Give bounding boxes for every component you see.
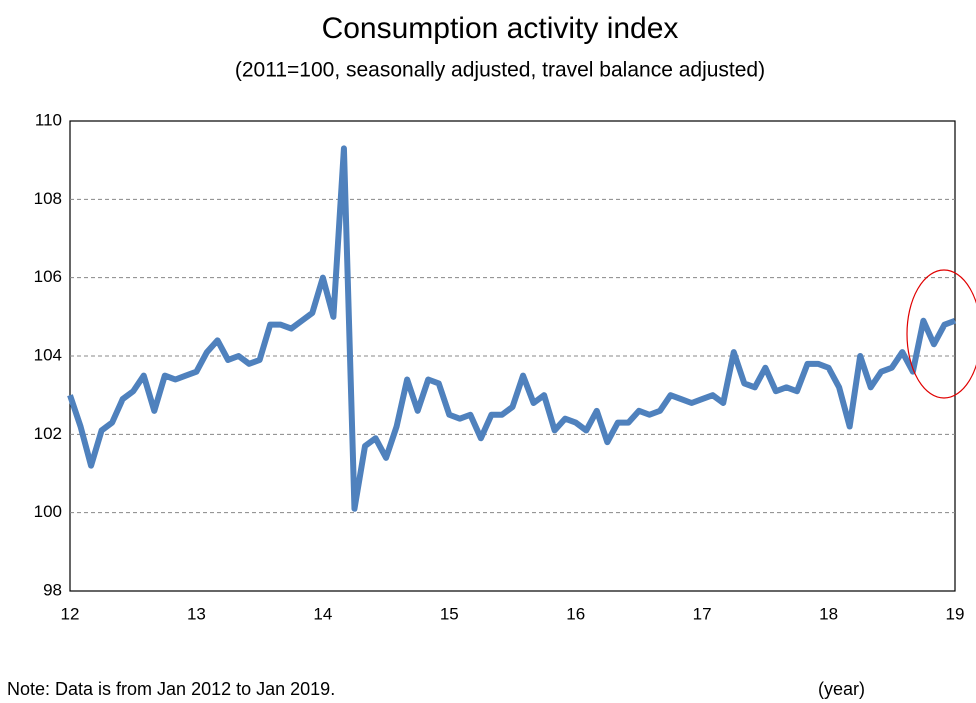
x-tick-label: 16 bbox=[566, 604, 585, 623]
x-tick-label: 12 bbox=[61, 604, 80, 623]
y-tick-label: 110 bbox=[35, 110, 62, 129]
x-tick-label: 17 bbox=[693, 604, 712, 623]
x-tick-label: 18 bbox=[819, 604, 838, 623]
y-tick-label: 106 bbox=[34, 267, 62, 286]
data-line bbox=[67, 145, 957, 512]
y-tick-label: 98 bbox=[43, 580, 62, 599]
chart-subtitle: (2011=100, seasonally adjusted, travel b… bbox=[235, 59, 765, 82]
y-tick-label: 108 bbox=[34, 189, 62, 208]
y-tick-label: 104 bbox=[34, 345, 62, 364]
x-tick-label: 19 bbox=[946, 604, 965, 623]
x-unit-label: (year) bbox=[818, 679, 865, 699]
highlight-ellipse bbox=[906, 269, 976, 399]
x-tick-label: 14 bbox=[313, 604, 332, 623]
chart-title: Consumption activity index bbox=[322, 12, 679, 45]
y-tick-label: 102 bbox=[34, 424, 62, 443]
x-tick-label: 15 bbox=[440, 604, 459, 623]
y-tick-label: 100 bbox=[34, 502, 62, 521]
note: Note: Data is from Jan 2012 to Jan 2019. bbox=[7, 679, 335, 699]
x-tick-label: 13 bbox=[187, 604, 206, 623]
